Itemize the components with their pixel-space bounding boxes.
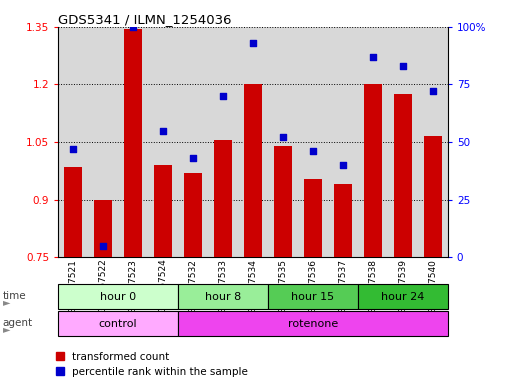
Point [368, 54, 376, 60]
Bar [387, 27, 417, 257]
Bar [154, 165, 172, 257]
Bar [417, 27, 447, 257]
Bar [124, 29, 142, 257]
Bar [237, 27, 268, 257]
Bar [58, 311, 178, 336]
Text: hour 8: hour 8 [205, 291, 241, 302]
Text: hour 15: hour 15 [291, 291, 334, 302]
Bar [178, 311, 447, 336]
Bar [357, 284, 447, 309]
Legend: transformed count, percentile rank within the sample: transformed count, percentile rank withi… [56, 352, 248, 377]
Text: control: control [98, 318, 137, 329]
Text: hour 0: hour 0 [100, 291, 136, 302]
Text: hour 24: hour 24 [380, 291, 424, 302]
Bar [297, 27, 327, 257]
Bar [118, 27, 148, 257]
Bar [393, 94, 411, 257]
Point [398, 63, 406, 69]
Bar [214, 140, 232, 257]
Bar [357, 27, 387, 257]
Point [308, 148, 316, 154]
Bar [148, 27, 178, 257]
Bar [58, 284, 178, 309]
Bar [268, 27, 297, 257]
Point [338, 162, 346, 168]
Point [278, 134, 286, 141]
Point [219, 93, 227, 99]
Text: ►: ► [3, 324, 10, 334]
Point [129, 24, 137, 30]
Point [189, 155, 197, 161]
Bar [273, 146, 291, 257]
Text: time: time [3, 291, 26, 301]
Bar [178, 284, 268, 309]
Bar [423, 136, 441, 257]
Point [248, 40, 257, 46]
Bar [327, 27, 357, 257]
Bar [333, 184, 351, 257]
Bar [268, 284, 357, 309]
Text: agent: agent [3, 318, 33, 328]
Bar [184, 173, 201, 257]
Text: rotenone: rotenone [287, 318, 337, 329]
Bar [94, 200, 112, 257]
Point [159, 127, 167, 134]
Text: GDS5341 / ILMN_1254036: GDS5341 / ILMN_1254036 [58, 13, 231, 26]
Bar [208, 27, 237, 257]
Bar [178, 27, 208, 257]
Bar [363, 84, 381, 257]
Bar [64, 167, 82, 257]
Text: ►: ► [3, 297, 10, 307]
Bar [58, 27, 88, 257]
Bar [88, 27, 118, 257]
Point [99, 243, 107, 249]
Point [69, 146, 77, 152]
Point [428, 88, 436, 94]
Bar [304, 179, 321, 257]
Bar [243, 84, 262, 257]
